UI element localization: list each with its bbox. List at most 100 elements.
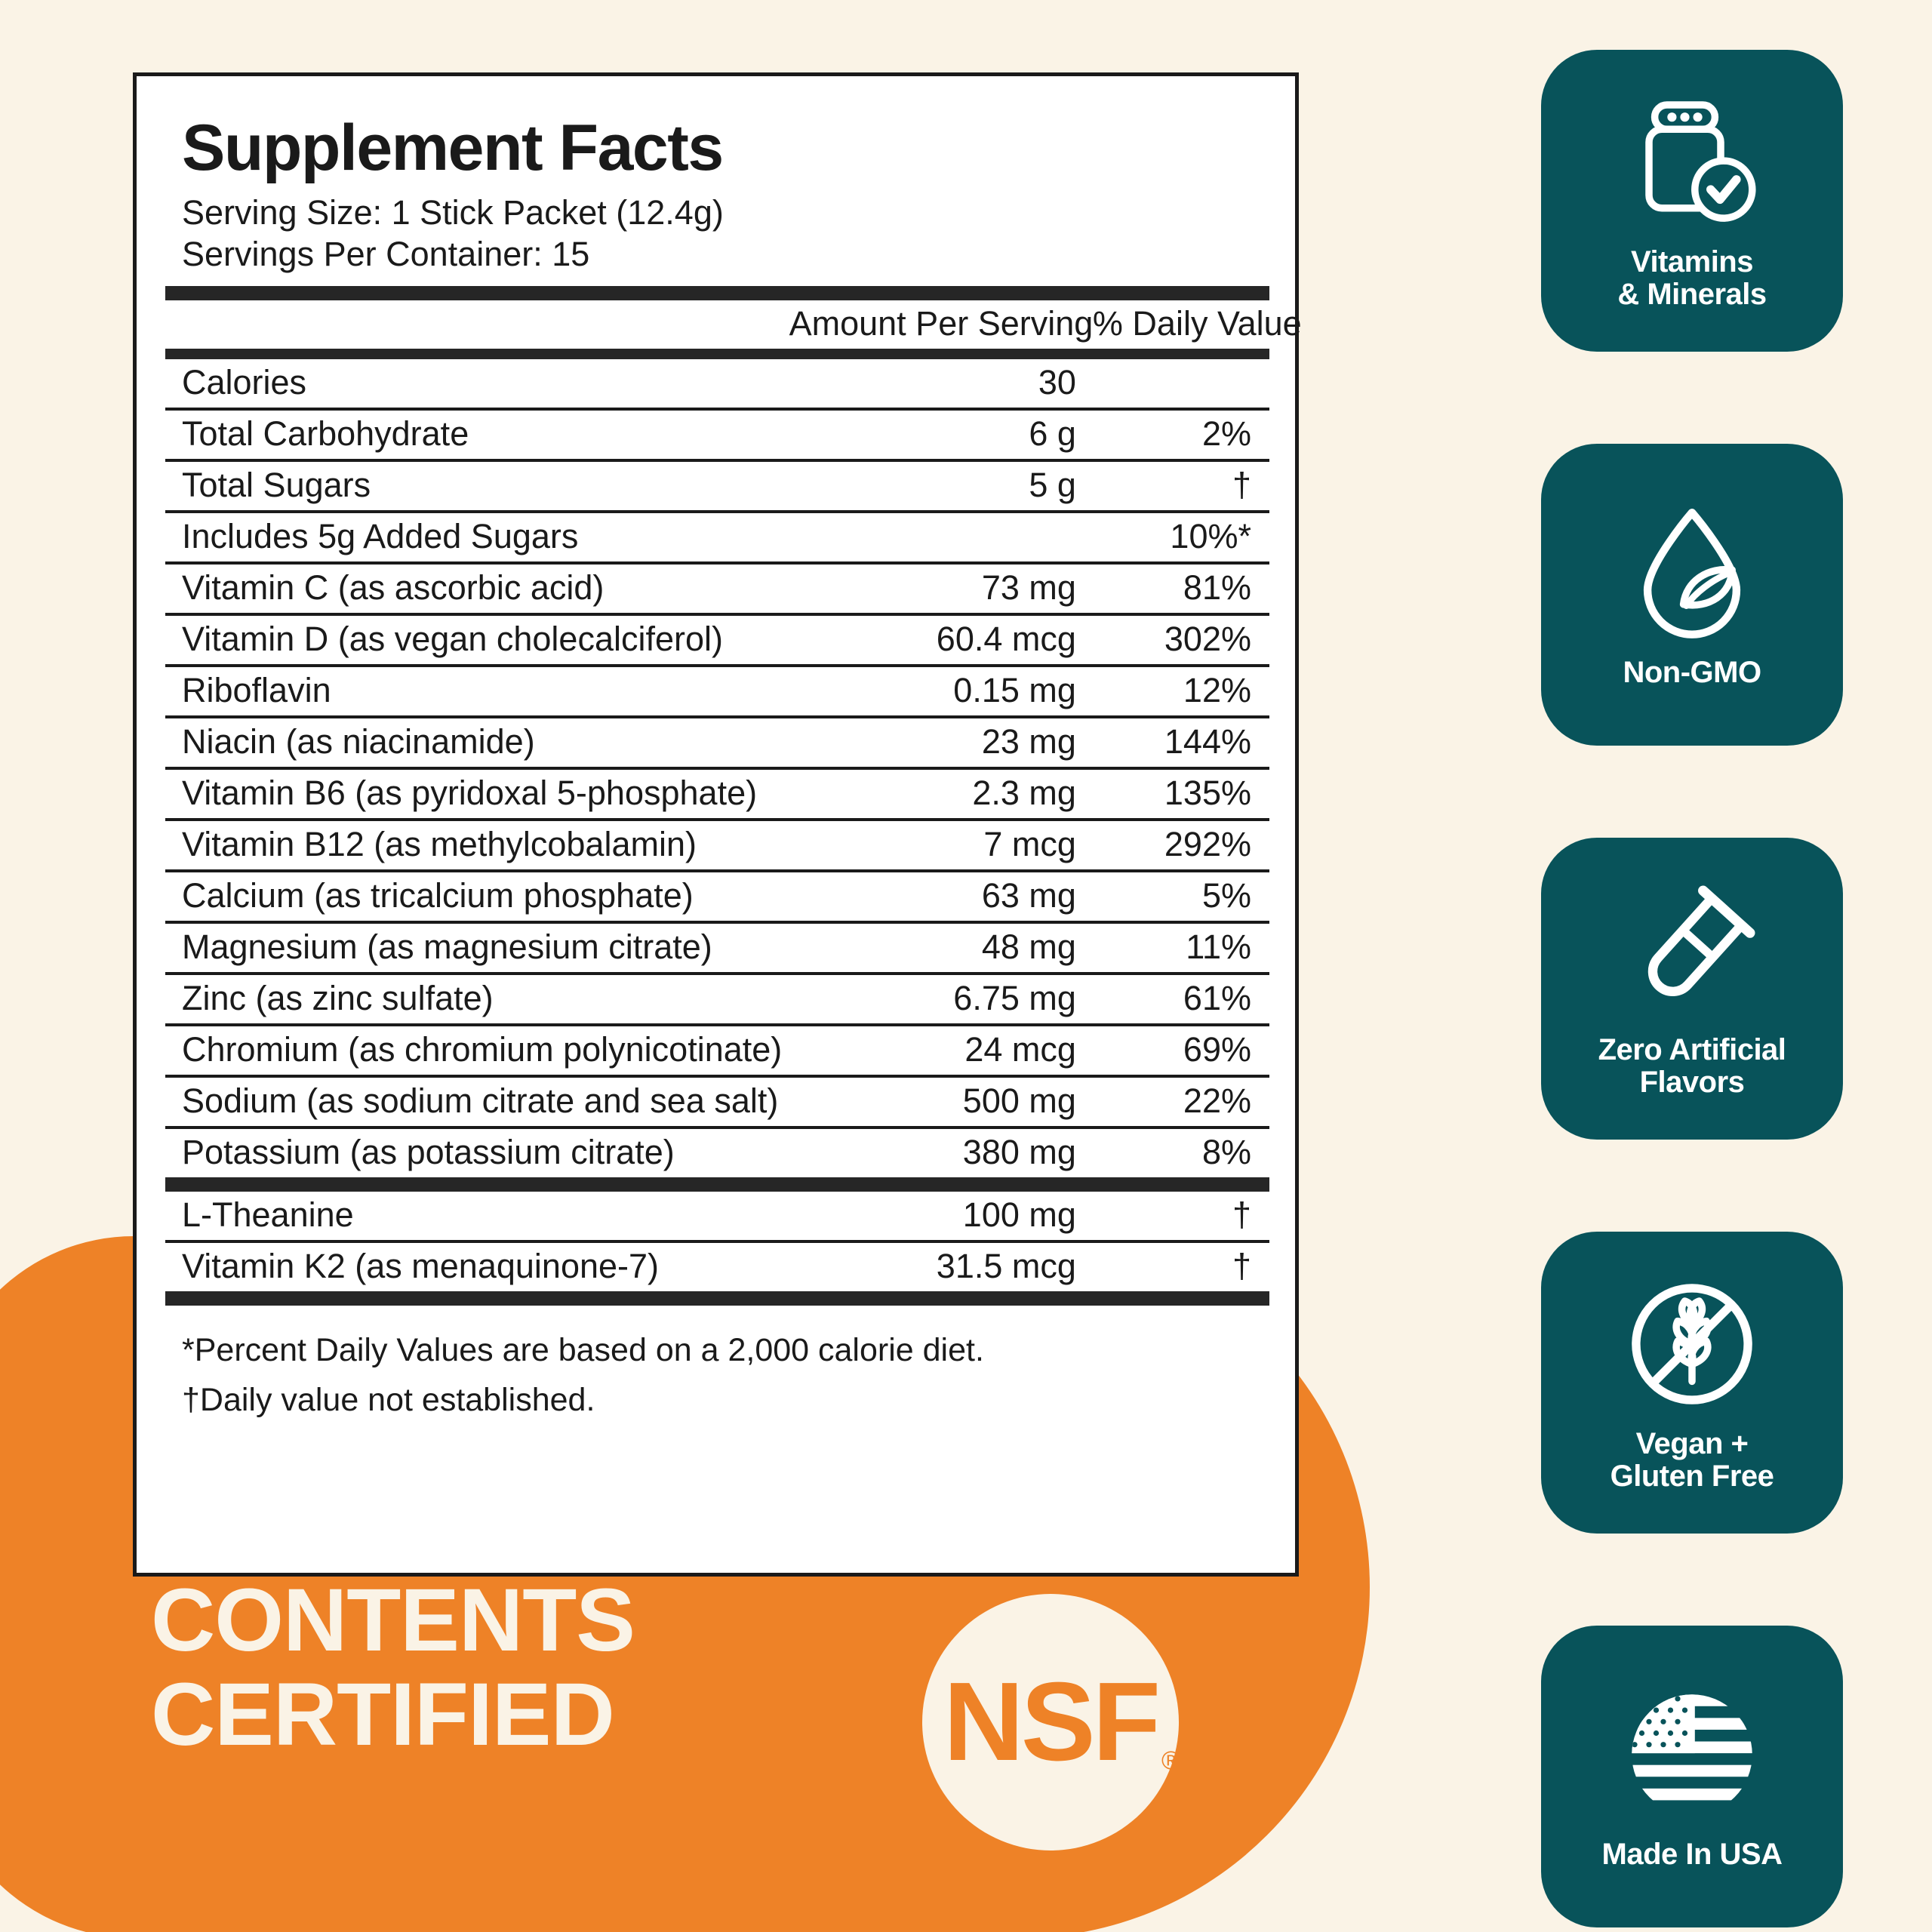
footnote-dagger: †Daily value not established. (182, 1382, 595, 1419)
footnote-percent-dv: *Percent Daily Values are based on a 2,0… (182, 1331, 984, 1368)
nutrient-name-cell: Calcium (as tricalcium phosphate) (165, 869, 789, 922)
table-row: Chromium (as chromium polynicotinate) 24 … (165, 1023, 1269, 1076)
nutrient-amount-cell: 23 mg (789, 715, 1093, 768)
nutrient-daily-value-cell: 2% (1092, 407, 1269, 460)
nutrient-amount-cell: 7 mcg (789, 817, 1093, 871)
nutrient-name-cell: Niacin (as niacinamide) (165, 715, 789, 768)
nutrition-header-table: Amount Per Serving % Daily Value (165, 300, 1302, 349)
nutrient-daily-value-cell: 144% (1092, 715, 1269, 768)
nutrition-table: Calories 30 Total Carbohydrate 6 g 2% Total S… (165, 359, 1269, 1177)
nsf-mark-text: NSF (943, 1660, 1161, 1784)
nutrient-daily-value-cell (1093, 359, 1269, 409)
nutrient-daily-value-cell: † (1092, 458, 1269, 512)
badge-vegan-gluten-free[interactable]: Vegan + Gluten Free (1541, 1232, 1843, 1534)
badge-vitamins-minerals[interactable]: Vitamins & Minerals (1541, 50, 1843, 352)
header-amount-cell: Amount Per Serving (789, 303, 1094, 343)
nutrient-daily-value-cell: 11% (1092, 920, 1269, 974)
nutrient-daily-value-cell: 22% (1092, 1074, 1269, 1128)
table-row: Calories 30 (165, 359, 1269, 409)
nutrient-daily-value-cell: 292% (1092, 817, 1269, 871)
banner-line-1: CONTENTS (151, 1571, 635, 1670)
nutrient-amount-cell: 2.3 mg (789, 766, 1093, 820)
nutrient-amount-cell: 380 mg (789, 1125, 1093, 1177)
table-row: Vitamin B6 (as pyridoxal 5-phosphate) 2.3… (165, 766, 1269, 820)
table-row: Vitamin B12 (as methylcobalamin) 7 mcg 292… (165, 817, 1269, 871)
divider-thick-bottom (165, 1291, 1269, 1306)
badge-zero-artificial-flavors[interactable]: Zero Artificial Flavors (1541, 838, 1843, 1140)
banner-line-2: CERTIFIED (151, 1665, 615, 1765)
divider-thick-mid (165, 1177, 1269, 1192)
header-name-cell (165, 300, 789, 349)
divider-thick-under-header (165, 348, 1269, 359)
banner-text-block: CONTENTS CERTIFIED (151, 1571, 906, 1765)
nutrient-name-cell: Total Sugars (165, 458, 789, 512)
table-row: Potassium (as potassium citrate) 380 mg 8% (165, 1125, 1269, 1177)
table-row: Total Carbohydrate 6 g 2% (165, 407, 1269, 460)
table-row: Total Sugars 5 g † (165, 458, 1269, 512)
nutrient-daily-value-cell: 69% (1092, 1023, 1269, 1076)
nutrient-amount-cell: 6 g (789, 407, 1093, 460)
nutrient-name-cell: Chromium (as chromium polynicotinate) (165, 1023, 789, 1076)
nutrient-amount-cell (789, 509, 1093, 563)
nutrient-name-cell: Sodium (as sodium citrate and sea salt) (165, 1074, 789, 1128)
nutrient-daily-value-cell: 135% (1092, 766, 1269, 820)
certification-badges: Vitamins & Minerals Non-GMO Zero Artific… (1541, 50, 1843, 1927)
nutrient-amount-cell: 5 g (789, 458, 1093, 512)
nutrient-amount-cell: 60.4 mcg (789, 612, 1093, 666)
table-row: L-Theanine 100 mg † (165, 1192, 1269, 1241)
table-row: Vitamin D (as vegan cholecalciferol) 60.4… (165, 612, 1269, 666)
badge-non-gmo[interactable]: Non-GMO (1541, 444, 1843, 746)
divider-thick-top (165, 285, 1269, 300)
table-row: Vitamin K2 (as menaquinone-7) 31.5 mcg † (165, 1239, 1269, 1291)
nutrient-name-cell: Magnesium (as magnesium citrate) (165, 920, 789, 974)
servings-per-container-text: Servings Per Container: 15 (182, 234, 590, 273)
nutrient-amount-cell: 48 mg (789, 920, 1093, 974)
nutrient-name-cell: Vitamin D (as vegan cholecalciferol) (165, 612, 789, 666)
table-row: Magnesium (as magnesium citrate) 48 mg 11% (165, 920, 1269, 974)
nutrient-amount-cell: 31.5 mcg (789, 1239, 1093, 1291)
header-daily-value-cell: % Daily Value (1092, 303, 1302, 343)
nutrient-amount-cell: 73 mg (789, 561, 1093, 614)
table-row: Niacin (as niacinamide) 23 mg 144% (165, 715, 1269, 768)
nutrient-name-cell: Riboflavin (165, 663, 789, 717)
nutrient-name-cell: Includes 5g Added Sugars (165, 509, 789, 563)
table-row: Riboflavin 0.15 mg 12% (165, 663, 1269, 717)
nutrient-name-cell: Potassium (as potassium citrate) (165, 1125, 789, 1177)
page-title: Supplement Facts (182, 112, 724, 184)
no-wheat-icon (1632, 1284, 1752, 1405)
table-row: Zinc (as zinc sulfate) 6.75 mg 61% (165, 971, 1269, 1025)
other-ingredients-table: L-Theanine 100 mg † Vitamin K2 (as menaquin… (165, 1192, 1269, 1291)
nutrient-name-cell: L-Theanine (182, 1195, 354, 1234)
nutrient-daily-value-cell: † (1092, 1239, 1269, 1291)
nutrient-daily-value-cell: 10%* (1092, 509, 1269, 563)
footnotes-block: *Percent Daily Values are based on a 2,0… (182, 1325, 1269, 1426)
nutrient-daily-value-cell: 61% (1092, 971, 1269, 1025)
usa-flag-circle-icon (1632, 1694, 1752, 1801)
nutrient-name-cell: Vitamin B12 (as methylcobalamin) (165, 817, 789, 871)
nutrient-amount-cell: 24 mcg (789, 1023, 1093, 1076)
nutrient-daily-value-cell: † (1232, 1195, 1251, 1234)
nutrient-name-cell: Vitamin K2 (as menaquinone-7) (165, 1239, 789, 1291)
table-row: Sodium (as sodium citrate and sea salt) 5… (165, 1074, 1269, 1128)
badge-made-in-usa[interactable]: Made In USA (1541, 1626, 1843, 1927)
badge-label: Vitamins & Minerals (1617, 245, 1767, 311)
nutrient-name-cell: Total Carbohydrate (165, 407, 789, 460)
badge-label: Non-GMO (1623, 655, 1761, 689)
nutrient-daily-value-cell: 81% (1092, 561, 1269, 614)
table-header-row: Amount Per Serving % Daily Value (165, 300, 1302, 349)
nutrient-name-cell: Vitamin C (as ascorbic acid) (165, 561, 789, 614)
table-row: Vitamin C (as ascorbic acid) 73 mg 81% (165, 561, 1269, 614)
nsf-logo: NSF ® (922, 1594, 1180, 1850)
nutrient-amount-cell: 63 mg (789, 869, 1093, 922)
nutrient-amount-cell: 500 mg (789, 1074, 1093, 1128)
table-row: Includes 5g Added Sugars 10%* (165, 509, 1269, 563)
nsf-registered-icon: ® (1161, 1746, 1180, 1775)
badge-label: Zero Artificial Flavors (1598, 1033, 1786, 1099)
badge-label: Vegan + Gluten Free (1610, 1427, 1774, 1493)
serving-size-text: Serving Size: 1 Stick Packet (12.4g) (182, 193, 724, 232)
supplement-facts-panel: Supplement Facts Serving Size: 1 Stick P… (133, 72, 1302, 1577)
badge-label: Made In USA (1601, 1837, 1783, 1871)
test-tube-icon (1647, 885, 1755, 997)
nutrient-name-cell: Vitamin B6 (as pyridoxal 5-phosphate) (165, 766, 789, 820)
